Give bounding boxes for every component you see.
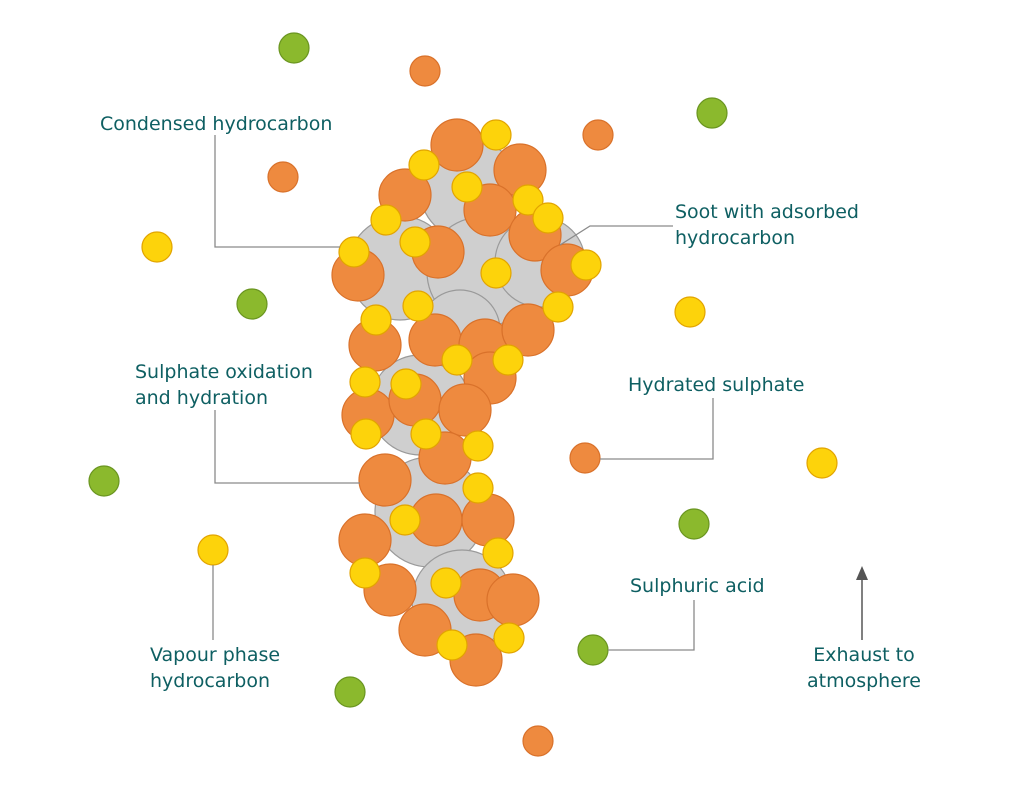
orange-particle [358, 453, 412, 507]
yellow-particle [141, 231, 173, 263]
yellow-particle [360, 304, 392, 336]
label-line: Vapour phase [150, 644, 280, 666]
green-particle [678, 508, 710, 540]
yellow-particle [197, 534, 229, 566]
yellow-particle [436, 629, 468, 661]
label: Sulphate oxidation and hydration [135, 361, 313, 409]
orange-particle [409, 55, 441, 87]
label: Condensed hydrocarbon [100, 113, 332, 135]
green-particle [696, 97, 728, 129]
green-particle [334, 676, 366, 708]
label-line: Exhaust to [813, 644, 914, 666]
leader-line [559, 225, 673, 246]
yellow-particle [570, 249, 602, 281]
label-line: Soot with adsorbed [675, 201, 859, 223]
orange-particle [569, 442, 601, 474]
label-line: hydrocarbon [675, 227, 795, 249]
yellow-particle [389, 504, 421, 536]
yellow-particle [399, 226, 431, 258]
arrow-head [856, 566, 868, 580]
yellow-particle [482, 537, 514, 569]
green-particle [236, 288, 268, 320]
leader-line [214, 410, 360, 484]
green-particle [577, 634, 609, 666]
yellow-particle [462, 472, 494, 504]
yellow-particle [402, 290, 434, 322]
yellow-particle [349, 557, 381, 589]
yellow-particle [430, 567, 462, 599]
yellow-particle [480, 257, 512, 289]
yellow-particle [542, 291, 574, 323]
orange-particle [522, 725, 554, 757]
yellow-particle [408, 149, 440, 181]
label: Soot with adsorbed hydrocarbon [675, 201, 859, 249]
yellow-particle [338, 236, 370, 268]
yellow-particle [451, 171, 483, 203]
label-line: Sulphate oxidation [135, 361, 313, 383]
label-line: Hydrated sulphate [628, 374, 804, 396]
leader-line [214, 135, 340, 248]
orange-particle [486, 573, 540, 627]
yellow-particle [806, 447, 838, 479]
label: Exhaust to atmosphere [807, 644, 921, 692]
label-line: Condensed hydrocarbon [100, 113, 332, 135]
yellow-particle [410, 418, 442, 450]
orange-particle [267, 161, 299, 193]
label-line: atmosphere [807, 670, 921, 692]
yellow-particle [532, 202, 564, 234]
yellow-particle [493, 622, 525, 654]
green-particle [278, 32, 310, 64]
yellow-particle [462, 430, 494, 462]
label: Vapour phase hydrocarbon [150, 644, 280, 692]
label-line: and hydration [135, 387, 268, 409]
yellow-particle [480, 119, 512, 151]
orange-particle [582, 119, 614, 151]
green-particle [88, 465, 120, 497]
leader-line [600, 398, 714, 460]
yellow-particle [370, 204, 402, 236]
orange-particle [430, 118, 484, 172]
label-line: Sulphuric acid [630, 575, 765, 597]
orange-particle [461, 493, 515, 547]
particles [88, 32, 838, 757]
yellow-particle [492, 344, 524, 376]
yellow-particle [441, 344, 473, 376]
label-line: hydrocarbon [150, 670, 270, 692]
yellow-particle [512, 184, 544, 216]
label: Hydrated sulphate [628, 374, 804, 396]
yellow-particle [674, 296, 706, 328]
yellow-particle [349, 366, 381, 398]
leader-line [608, 600, 695, 651]
label: Sulphuric acid [630, 575, 765, 597]
yellow-particle [350, 418, 382, 450]
orange-particle [501, 303, 555, 357]
yellow-particle [390, 368, 422, 400]
orange-particle [438, 383, 492, 437]
